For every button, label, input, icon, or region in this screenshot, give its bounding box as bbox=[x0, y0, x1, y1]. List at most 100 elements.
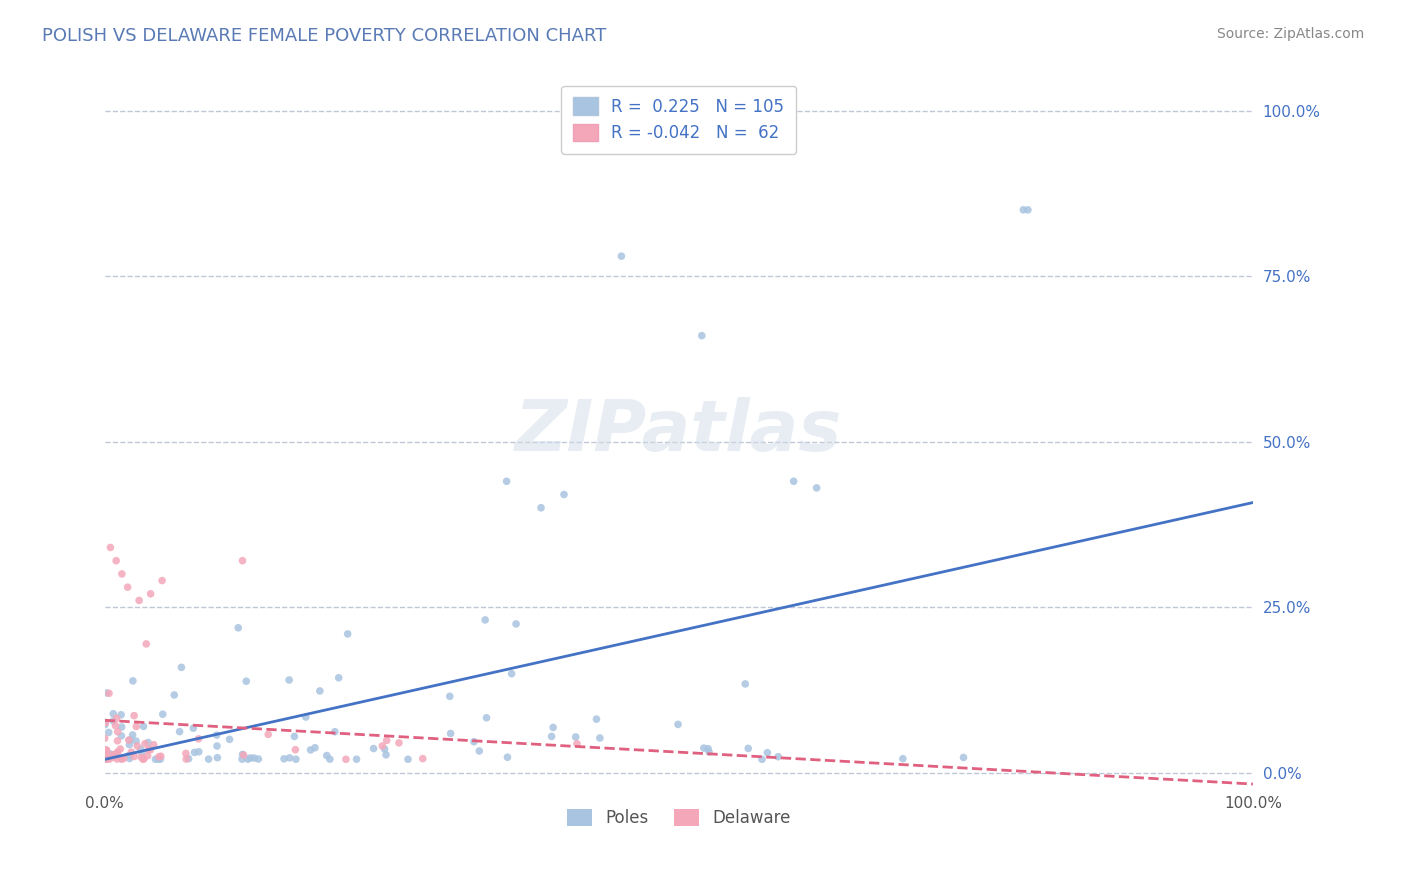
Delaware bbox=[375, 733, 398, 747]
Poles bbox=[751, 752, 773, 766]
Delaware bbox=[98, 752, 121, 766]
Poles bbox=[110, 707, 132, 722]
Delaware bbox=[98, 686, 121, 700]
Poles bbox=[235, 674, 257, 689]
Poles bbox=[952, 750, 974, 764]
Poles bbox=[589, 731, 612, 745]
Poles bbox=[207, 750, 229, 764]
Poles bbox=[346, 752, 368, 766]
Poles bbox=[145, 752, 167, 766]
Delaware bbox=[335, 752, 357, 766]
Poles bbox=[232, 747, 254, 762]
Delaware bbox=[135, 637, 157, 651]
Poles bbox=[273, 752, 295, 766]
Poles bbox=[495, 475, 517, 489]
Delaware bbox=[97, 751, 120, 765]
Poles bbox=[697, 745, 720, 759]
Delaware bbox=[105, 752, 128, 766]
Poles bbox=[540, 730, 562, 744]
Poles bbox=[205, 728, 228, 742]
Poles bbox=[94, 743, 117, 757]
Delaware bbox=[94, 731, 117, 746]
Poles bbox=[129, 742, 152, 756]
Poles bbox=[94, 752, 117, 766]
Poles bbox=[319, 752, 342, 766]
Poles bbox=[396, 752, 419, 766]
Poles bbox=[243, 751, 266, 765]
Poles bbox=[247, 752, 270, 766]
Poles bbox=[93, 750, 115, 764]
Poles bbox=[468, 744, 491, 758]
Poles bbox=[118, 738, 141, 752]
Poles bbox=[295, 710, 318, 724]
Delaware bbox=[93, 750, 115, 764]
Delaware bbox=[122, 708, 145, 723]
Poles bbox=[375, 747, 398, 762]
Poles bbox=[183, 746, 205, 760]
Delaware bbox=[101, 747, 124, 762]
Poles bbox=[315, 748, 337, 763]
Poles bbox=[891, 752, 914, 766]
Poles bbox=[136, 735, 159, 749]
Poles bbox=[111, 720, 134, 734]
Poles bbox=[103, 706, 125, 721]
Poles bbox=[218, 732, 240, 747]
Delaware bbox=[125, 719, 148, 733]
Legend: Poles, Delaware: Poles, Delaware bbox=[561, 803, 797, 834]
Poles bbox=[110, 729, 132, 743]
Poles bbox=[118, 748, 141, 763]
Poles bbox=[94, 717, 117, 731]
Poles bbox=[363, 741, 385, 756]
Poles bbox=[782, 475, 804, 489]
Delaware bbox=[105, 747, 128, 761]
Poles bbox=[610, 249, 633, 263]
Poles bbox=[197, 752, 219, 766]
Poles bbox=[766, 749, 789, 764]
Delaware bbox=[94, 743, 117, 757]
Delaware bbox=[127, 739, 149, 753]
Poles bbox=[131, 747, 153, 761]
Poles bbox=[737, 741, 759, 756]
Delaware bbox=[100, 541, 122, 555]
Poles bbox=[806, 481, 828, 495]
Poles bbox=[284, 752, 307, 766]
Poles bbox=[697, 741, 720, 756]
Poles bbox=[756, 746, 779, 760]
Delaware bbox=[112, 751, 135, 765]
Delaware bbox=[96, 748, 118, 763]
Text: POLISH VS DELAWARE FEMALE POVERTY CORRELATION CHART: POLISH VS DELAWARE FEMALE POVERTY CORREL… bbox=[42, 27, 606, 45]
Poles bbox=[585, 712, 607, 726]
Delaware bbox=[110, 742, 132, 756]
Poles bbox=[104, 747, 127, 762]
Poles bbox=[118, 751, 141, 765]
Delaware bbox=[174, 747, 197, 761]
Poles bbox=[97, 725, 120, 739]
Poles bbox=[1012, 202, 1035, 217]
Delaware bbox=[107, 745, 129, 759]
Poles bbox=[239, 751, 262, 765]
Text: ZIPatlas: ZIPatlas bbox=[515, 397, 842, 467]
Poles bbox=[163, 688, 186, 702]
Poles bbox=[475, 711, 498, 725]
Poles bbox=[93, 749, 115, 764]
Delaware bbox=[132, 752, 155, 766]
Poles bbox=[496, 750, 519, 764]
Poles bbox=[120, 733, 142, 747]
Delaware bbox=[232, 748, 254, 763]
Delaware bbox=[107, 724, 129, 739]
Delaware bbox=[139, 743, 162, 757]
Delaware bbox=[131, 750, 153, 764]
Delaware bbox=[412, 751, 434, 765]
Delaware bbox=[96, 751, 118, 765]
Poles bbox=[152, 707, 174, 722]
Poles bbox=[122, 673, 145, 688]
Poles bbox=[666, 717, 689, 731]
Delaware bbox=[139, 587, 162, 601]
Delaware bbox=[111, 566, 134, 581]
Poles bbox=[323, 724, 346, 739]
Poles bbox=[236, 752, 259, 766]
Delaware bbox=[118, 733, 141, 747]
Poles bbox=[530, 500, 553, 515]
Delaware bbox=[94, 715, 117, 730]
Poles bbox=[177, 752, 200, 766]
